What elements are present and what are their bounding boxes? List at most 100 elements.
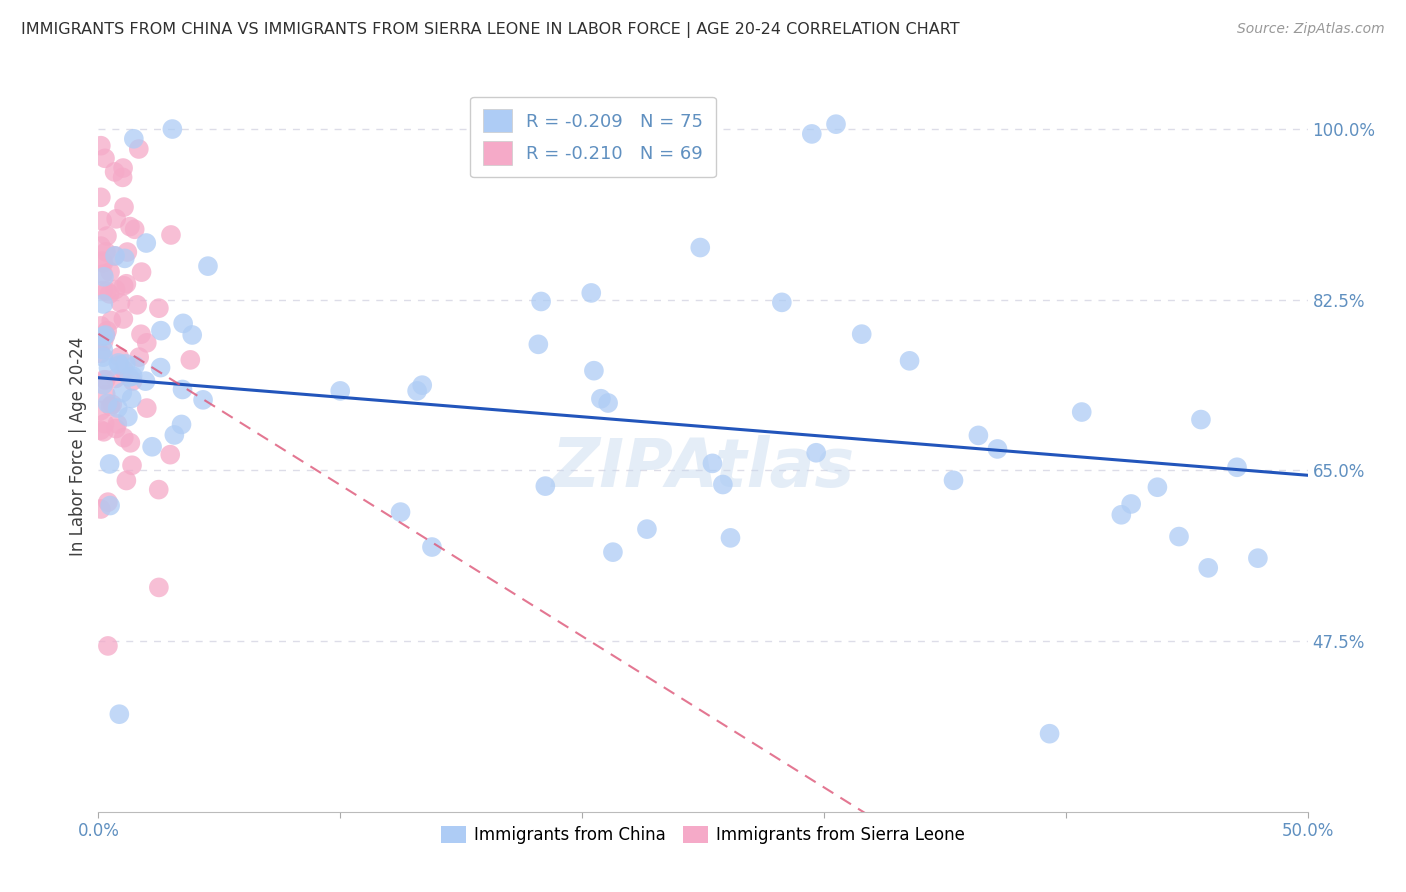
Point xyxy=(636,522,658,536)
Point xyxy=(90,423,112,437)
Point xyxy=(104,165,127,179)
Point xyxy=(804,446,827,460)
Point xyxy=(163,428,186,442)
Point xyxy=(96,284,118,298)
Point xyxy=(108,707,131,722)
Point xyxy=(1038,727,1060,741)
Point xyxy=(112,431,135,445)
Point xyxy=(111,385,134,400)
Point xyxy=(90,403,112,417)
Point xyxy=(107,356,129,370)
Point xyxy=(117,409,139,424)
Point xyxy=(986,442,1008,456)
Point xyxy=(149,324,172,338)
Point xyxy=(115,474,138,488)
Point xyxy=(108,350,131,364)
Point xyxy=(98,457,121,471)
Point xyxy=(702,456,724,470)
Point xyxy=(689,241,711,255)
Point xyxy=(181,328,204,343)
Point xyxy=(121,458,143,473)
Point xyxy=(108,358,131,372)
Point xyxy=(98,265,121,279)
Point xyxy=(118,370,141,384)
Point xyxy=(100,399,122,413)
Point xyxy=(1146,480,1168,494)
Point xyxy=(1168,530,1191,544)
Point xyxy=(90,318,112,333)
Point xyxy=(96,324,118,338)
Point xyxy=(90,346,112,360)
Point xyxy=(1121,497,1143,511)
Point xyxy=(98,499,121,513)
Text: Source: ZipAtlas.com: Source: ZipAtlas.com xyxy=(1237,22,1385,37)
Point xyxy=(112,161,135,175)
Point xyxy=(104,371,127,385)
Point xyxy=(91,329,114,343)
Point xyxy=(534,479,557,493)
Point xyxy=(121,374,143,388)
Point xyxy=(90,138,112,153)
Point xyxy=(120,435,142,450)
Point xyxy=(91,213,114,227)
Point xyxy=(94,328,117,343)
Point xyxy=(162,122,184,136)
Point xyxy=(1226,460,1249,475)
Point xyxy=(90,502,112,516)
Point xyxy=(105,417,128,431)
Point xyxy=(127,298,149,312)
Point xyxy=(420,540,443,554)
Point xyxy=(598,396,620,410)
Point xyxy=(105,211,128,226)
Point xyxy=(389,505,412,519)
Point xyxy=(527,337,550,351)
Point xyxy=(91,284,114,298)
Point xyxy=(134,374,156,388)
Point xyxy=(170,417,193,432)
Point xyxy=(159,448,181,462)
Text: IMMIGRANTS FROM CHINA VS IMMIGRANTS FROM SIERRA LEONE IN LABOR FORCE | AGE 20-24: IMMIGRANTS FROM CHINA VS IMMIGRANTS FROM… xyxy=(21,22,960,38)
Point xyxy=(112,278,135,293)
Point xyxy=(149,360,172,375)
Point xyxy=(1247,551,1270,566)
Point xyxy=(135,335,157,350)
Point xyxy=(124,222,146,236)
Point xyxy=(97,495,120,509)
Point xyxy=(172,383,194,397)
Point xyxy=(122,132,145,146)
Point xyxy=(100,313,122,327)
Text: ZIPAtlas: ZIPAtlas xyxy=(551,435,855,501)
Point xyxy=(94,244,117,259)
Point xyxy=(582,364,605,378)
Point xyxy=(160,227,183,242)
Point xyxy=(967,428,990,442)
Point xyxy=(121,392,143,406)
Point xyxy=(104,283,127,297)
Point xyxy=(97,360,120,375)
Point xyxy=(135,235,157,250)
Point xyxy=(851,327,873,342)
Point xyxy=(104,421,127,435)
Point xyxy=(148,301,170,316)
Point xyxy=(90,190,112,204)
Point xyxy=(96,229,118,244)
Point xyxy=(602,545,624,559)
Point xyxy=(898,354,921,368)
Point xyxy=(110,295,132,310)
Point xyxy=(115,277,138,291)
Point xyxy=(104,249,127,263)
Point xyxy=(114,252,136,266)
Point xyxy=(112,363,135,377)
Point xyxy=(96,396,118,410)
Point xyxy=(112,312,135,326)
Point xyxy=(770,295,793,310)
Point xyxy=(112,200,135,214)
Point xyxy=(128,350,150,364)
Point xyxy=(1189,412,1212,426)
Point xyxy=(135,401,157,415)
Point xyxy=(720,531,742,545)
Point xyxy=(197,259,219,273)
Point xyxy=(91,254,114,268)
Point xyxy=(589,392,612,406)
Point xyxy=(129,327,152,342)
